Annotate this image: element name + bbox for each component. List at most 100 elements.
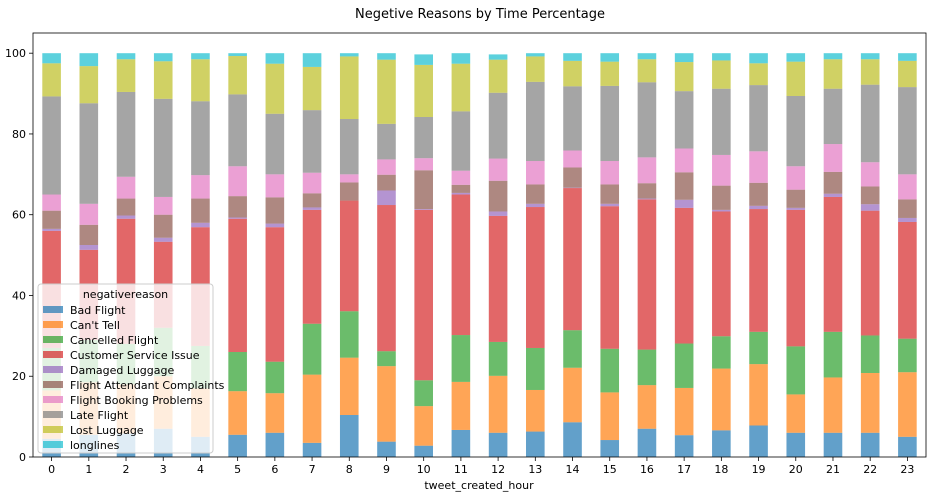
bar-segment-customer-service-issue-hour-13 <box>526 207 545 348</box>
bar-segment-can-t-tell-hour-12 <box>488 375 508 433</box>
x-tick-label: 7 <box>309 463 316 476</box>
bars-layer <box>42 53 917 457</box>
bar-segment-flight-attendant-complaints-hour-9 <box>377 174 396 191</box>
bar-segment-bad-flight-hour-17 <box>674 435 694 457</box>
legend-entry-label: Late Flight <box>70 409 129 422</box>
bar-segment-cancelled-flight-hour-14 <box>563 330 582 368</box>
bar-segment-longlines-hour-22 <box>860 53 880 60</box>
bar-segment-lost-luggage-hour-2 <box>116 59 136 92</box>
bar-segment-lost-luggage-hour-15 <box>600 61 620 86</box>
bar-segment-bad-flight-hour-23 <box>898 436 917 457</box>
bar-segment-bad-flight-hour-5 <box>228 434 247 457</box>
bar-segment-can-t-tell-hour-15 <box>600 392 620 441</box>
bar-segment-late-flight-hour-17 <box>674 91 694 149</box>
bar-segment-flight-booking-problems-hour-23 <box>898 174 917 200</box>
bar-segment-flight-attendant-complaints-hour-18 <box>712 185 731 210</box>
bar-segment-lost-luggage-hour-11 <box>451 63 471 112</box>
bar-segment-longlines-hour-18 <box>712 53 731 61</box>
bar-segment-damaged-luggage-hour-2 <box>116 215 136 219</box>
bar-segment-damaged-luggage-hour-16 <box>637 198 657 200</box>
bar-segment-flight-booking-problems-hour-10 <box>414 158 433 171</box>
bar-segment-flight-booking-problems-hour-11 <box>451 170 471 185</box>
bar-segment-flight-attendant-complaints-hour-17 <box>674 172 694 200</box>
bar-segment-longlines-hour-17 <box>674 53 694 63</box>
x-tick-label: 5 <box>234 463 241 476</box>
bar-segment-longlines-hour-4 <box>191 53 210 60</box>
bar-segment-late-flight-hour-18 <box>712 88 731 155</box>
x-tick-label: 0 <box>48 463 55 476</box>
bar-segment-can-t-tell-hour-23 <box>898 372 917 437</box>
bar-segment-late-flight-hour-0 <box>42 96 61 195</box>
bar-segment-flight-attendant-complaints-hour-20 <box>786 189 806 208</box>
bar-segment-longlines-hour-6 <box>265 53 285 64</box>
y-tick-label: 20 <box>12 370 26 383</box>
bar-segment-lost-luggage-hour-5 <box>228 56 247 95</box>
bar-segment-damaged-luggage-hour-11 <box>451 192 471 195</box>
bar-segment-flight-booking-problems-hour-16 <box>637 157 657 184</box>
bar-segment-customer-service-issue-hour-20 <box>786 209 806 347</box>
bar-segment-can-t-tell-hour-7 <box>302 374 322 443</box>
bar-segment-damaged-luggage-hour-19 <box>749 205 768 210</box>
bar-segment-damaged-luggage-hour-6 <box>265 223 285 228</box>
bar-segment-bad-flight-hour-10 <box>414 445 433 457</box>
bar-segment-can-t-tell-hour-11 <box>451 381 471 430</box>
bar-segment-flight-booking-problems-hour-4 <box>191 175 210 199</box>
bar-segment-late-flight-hour-16 <box>637 82 657 158</box>
bar-segment-customer-service-issue-hour-15 <box>600 206 620 349</box>
bar-segment-late-flight-hour-3 <box>153 98 173 197</box>
bar-segment-bad-flight-hour-22 <box>860 432 880 457</box>
bar-segment-late-flight-hour-13 <box>526 81 545 162</box>
bar-segment-can-t-tell-hour-6 <box>265 393 285 433</box>
bar-segment-bad-flight-hour-9 <box>377 441 396 457</box>
bar-segment-longlines-hour-0 <box>42 53 61 64</box>
bar-segment-flight-booking-problems-hour-15 <box>600 161 620 185</box>
bar-segment-lost-luggage-hour-1 <box>79 66 99 104</box>
x-tick-label: 19 <box>752 463 766 476</box>
bar-segment-flight-booking-problems-hour-19 <box>749 151 768 183</box>
legend: negativereason Bad Flight Can't Tell Cancel… <box>37 283 225 454</box>
bar-segment-damaged-luggage-hour-17 <box>674 199 694 208</box>
legend-entry-label: Flight Attendant Complaints <box>70 379 225 392</box>
bar-segment-flight-attendant-complaints-hour-3 <box>153 214 173 238</box>
bar-segment-bad-flight-hour-6 <box>265 432 285 457</box>
bar-segment-flight-booking-problems-hour-17 <box>674 148 694 173</box>
legend-swatch <box>43 351 63 358</box>
bar-segment-flight-booking-problems-hour-14 <box>563 150 582 168</box>
bar-segment-bad-flight-hour-19 <box>749 425 768 457</box>
bar-segment-longlines-hour-8 <box>339 53 359 57</box>
bar-segment-lost-luggage-hour-17 <box>674 62 694 92</box>
bar-segment-longlines-hour-23 <box>898 53 917 61</box>
bar-segment-longlines-hour-20 <box>786 53 806 62</box>
y-tick-label: 40 <box>12 289 26 302</box>
bar-segment-flight-attendant-complaints-hour-1 <box>79 224 99 245</box>
bar-segment-late-flight-hour-21 <box>823 88 843 145</box>
bar-segment-late-flight-hour-4 <box>191 101 210 176</box>
bar-segment-flight-booking-problems-hour-3 <box>153 196 173 215</box>
bar-segment-lost-luggage-hour-19 <box>749 63 768 86</box>
bar-segment-lost-luggage-hour-12 <box>488 59 508 93</box>
bar-segment-longlines-hour-13 <box>526 53 545 57</box>
legend-entry-label: Bad Flight <box>70 304 126 317</box>
bar-segment-longlines-hour-12 <box>488 54 508 60</box>
bar-segment-flight-booking-problems-hour-5 <box>228 166 247 197</box>
bar-segment-cancelled-flight-hour-23 <box>898 338 917 373</box>
bar-segment-damaged-luggage-hour-20 <box>786 207 806 210</box>
bar-segment-cancelled-flight-hour-16 <box>637 349 657 386</box>
bar-segment-damaged-luggage-hour-7 <box>302 207 322 210</box>
bar-segment-late-flight-hour-8 <box>339 119 359 175</box>
bar-segment-flight-booking-problems-hour-1 <box>79 203 99 225</box>
bar-segment-customer-service-issue-hour-8 <box>339 200 359 312</box>
x-tick-label: 6 <box>271 463 278 476</box>
bar-segment-flight-booking-problems-hour-8 <box>339 174 359 183</box>
bar-segment-longlines-hour-14 <box>563 53 582 61</box>
bar-segment-late-flight-hour-9 <box>377 123 396 160</box>
legend-swatch <box>43 411 63 418</box>
bar-segment-flight-attendant-complaints-hour-19 <box>749 182 768 206</box>
bar-segment-cancelled-flight-hour-12 <box>488 341 508 376</box>
bar-segment-longlines-hour-19 <box>749 53 768 64</box>
legend-swatch <box>43 321 63 328</box>
bar-segment-cancelled-flight-hour-22 <box>860 335 880 373</box>
bar-segment-lost-luggage-hour-18 <box>712 60 731 89</box>
bar-segment-bad-flight-hour-16 <box>637 428 657 457</box>
bar-segment-longlines-hour-21 <box>823 53 843 60</box>
